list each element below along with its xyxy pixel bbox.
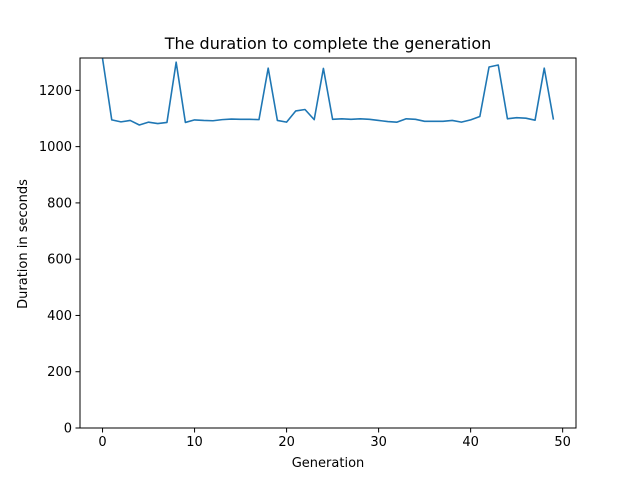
x-axis-label: Generation	[292, 456, 365, 471]
x-tick-label: 50	[554, 435, 571, 450]
x-axis-ticks: 0 10 20 30 40 50	[98, 428, 571, 450]
y-axis-label: Duration in seconds	[16, 179, 31, 309]
y-tick-label: 200	[47, 365, 72, 380]
y-axis-ticks: 0 200 400 600 800 1000 1200	[39, 84, 80, 437]
x-tick-label: 30	[370, 435, 387, 450]
y-tick-label: 1200	[39, 84, 72, 99]
x-tick-label: 20	[278, 435, 295, 450]
y-tick-label: 1000	[39, 140, 72, 155]
y-tick-label: 0	[64, 422, 72, 437]
y-tick-label: 800	[47, 196, 72, 211]
series-line-0	[101, 58, 555, 126]
x-tick-label: 40	[462, 435, 479, 450]
plot-area	[101, 58, 555, 126]
axes-frame	[79, 57, 577, 429]
chart-title: The duration to complete the generation	[164, 34, 492, 53]
y-tick-label: 400	[47, 309, 72, 324]
x-tick-label: 10	[186, 435, 203, 450]
y-tick-label: 600	[47, 253, 72, 268]
x-tick-label: 0	[98, 435, 106, 450]
